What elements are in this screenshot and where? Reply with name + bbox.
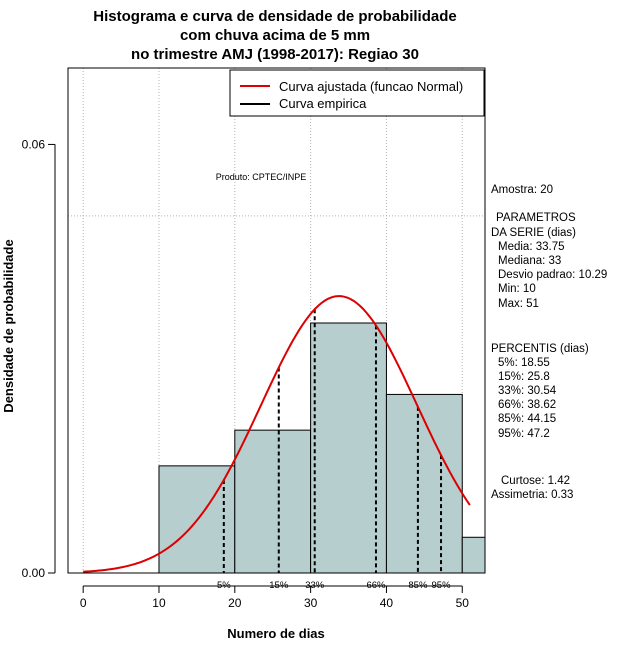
product-label: Produto: CPTEC/INPE	[216, 172, 307, 182]
perc-line: 66%: 38.62	[498, 399, 556, 411]
histogram-bar	[385, 393, 463, 574]
histogram-bar	[234, 429, 312, 574]
x-tick-label: 10	[152, 596, 166, 610]
y-tick-label: 0.06	[22, 137, 46, 151]
chart-title-line-1: Histograma e curva de densidade de proba…	[93, 8, 456, 25]
x-tick-label: 40	[380, 596, 394, 610]
stat-media: Media: 33.75	[498, 241, 565, 253]
perc-line: 33%: 30.54	[498, 385, 557, 397]
perc-line: 5%: 18.55	[498, 357, 550, 369]
x-axis-label: Numero de dias	[227, 626, 325, 641]
normal-curve-layer	[83, 295, 471, 573]
stat-min: Min: 10	[498, 283, 536, 295]
stat-max: Max: 51	[498, 298, 539, 310]
stat-amostra: Amostra: 20	[491, 184, 553, 196]
y-axis-label: Densidade de probabilidade	[1, 239, 16, 412]
params-title-1: PARAMETROS	[496, 212, 576, 224]
perc-title: PERCENTIS (dias)	[491, 343, 589, 355]
chart-title-line-3: no trimestre AMJ (1998-2017): Regiao 30	[131, 46, 419, 63]
stats-panel: Amostra: 20 PARAMETROS DA SERIE (dias) M…	[491, 184, 607, 501]
stat-mediana: Mediana: 33	[498, 255, 561, 267]
x-tick-label: 30	[304, 596, 318, 610]
legend-label-empirical: Curva empirica	[279, 96, 367, 111]
legend-label-fitted: Curva ajustada (funcao Normal)	[279, 79, 463, 94]
legend: Curva ajustada (funcao Normal) Curva emp…	[229, 69, 485, 117]
perc-line: 85%: 44.15	[498, 413, 556, 425]
legend-box	[229, 69, 485, 117]
normal-curve	[83, 295, 471, 573]
plot-frame	[67, 67, 486, 574]
stat-curtose: Curtose: 1.42	[501, 475, 570, 487]
x-tick-label: 0	[80, 596, 87, 610]
axes: 0 10 20 30 40 50 0.00 0.06	[22, 137, 470, 610]
histogram-bars	[158, 322, 486, 574]
chart-title-line-2: com chuva acima de 5 mm	[180, 27, 370, 44]
histogram-bar	[310, 322, 387, 574]
perc-line: 15%: 25.8	[498, 371, 550, 383]
histogram-bar	[461, 536, 486, 574]
x-tick-label: 50	[456, 596, 470, 610]
stat-assimetria: Assimetria: 0.33	[491, 489, 573, 501]
params-title-2: DA SERIE (dias)	[491, 227, 576, 239]
x-tick-label: 20	[228, 596, 242, 610]
stat-desvio: Desvio padrao: 10.29	[498, 269, 607, 281]
perc-line: 95%: 47.2	[498, 428, 550, 440]
y-tick-label: 0.00	[22, 566, 46, 580]
grid-lines	[68, 68, 485, 573]
